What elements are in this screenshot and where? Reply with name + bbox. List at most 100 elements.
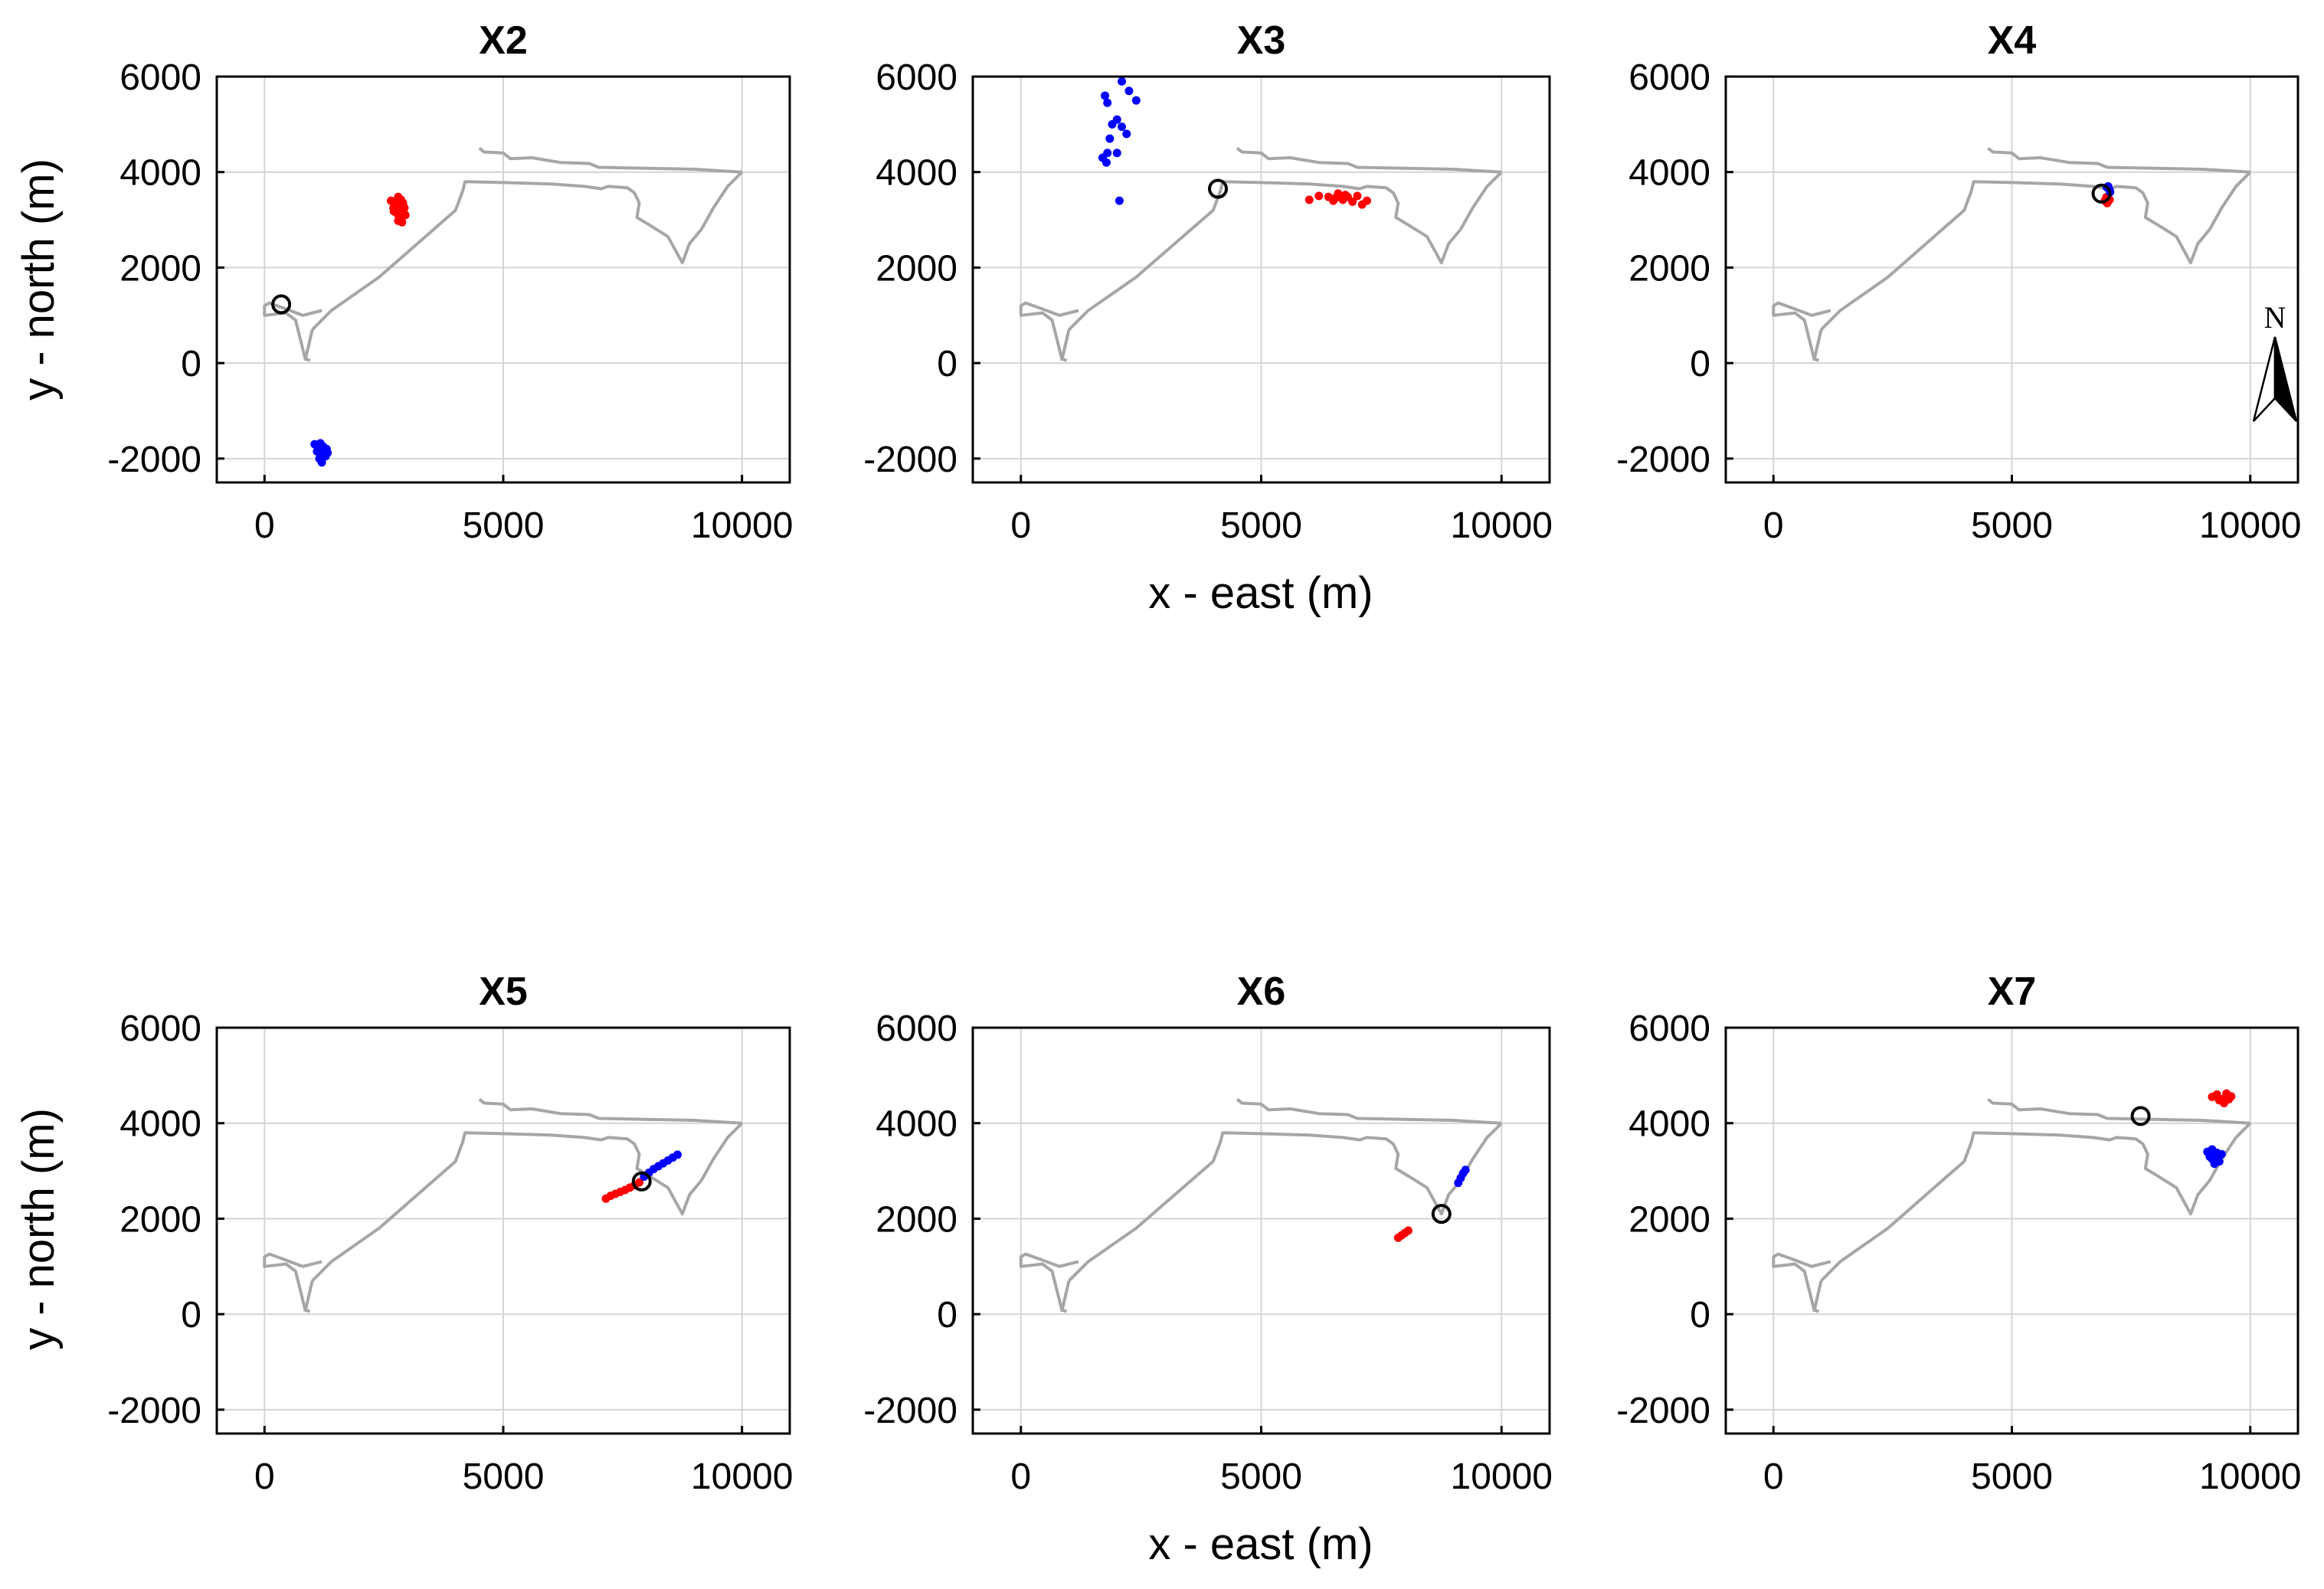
location-marker bbox=[2091, 183, 2112, 204]
coastline bbox=[1019, 301, 1079, 362]
coastline bbox=[1812, 329, 1823, 361]
x-tick-label: 5000 bbox=[1971, 505, 2053, 546]
data-point-red bbox=[1348, 197, 1357, 206]
data-point-red bbox=[1340, 191, 1350, 200]
coastline bbox=[478, 146, 742, 174]
data-point-red bbox=[1363, 196, 1372, 205]
location-marker bbox=[1208, 178, 1229, 199]
coastline bbox=[1236, 1097, 1502, 1125]
coastline bbox=[303, 1280, 314, 1313]
data-point-blue bbox=[1118, 122, 1127, 131]
x-tick-label: 10000 bbox=[2199, 505, 2301, 546]
coastline bbox=[1772, 1252, 1831, 1313]
panels: 0 5000 10000 -2000 0 2000 4000 6000 X2 0 5000 10000… bbox=[107, 18, 2301, 1497]
y-tick-label: 4000 bbox=[1628, 1104, 1710, 1145]
coastline bbox=[1068, 1122, 1503, 1282]
coastline-group bbox=[263, 1097, 744, 1313]
x-tick-label: 5000 bbox=[463, 505, 545, 546]
y-tick-label: -2000 bbox=[1616, 440, 1710, 480]
y-tick-label: 6000 bbox=[876, 57, 957, 98]
panel-x5: 0 5000 10000 -2000 0 2000 4000 6000 X5 bbox=[107, 969, 793, 1497]
north-arrow-icon: N bbox=[2252, 300, 2298, 422]
data-point-red bbox=[1353, 191, 1362, 201]
y-tick-label: 0 bbox=[937, 1295, 957, 1336]
data-point-red bbox=[1331, 193, 1340, 202]
panel-x3: 0 5000 10000 -2000 0 2000 4000 6000 X3 bbox=[863, 18, 1553, 546]
y-tick-label: 4000 bbox=[876, 1104, 957, 1145]
coastline bbox=[311, 171, 744, 331]
data-point-red bbox=[1404, 1226, 1413, 1235]
y-tick-label: 0 bbox=[181, 344, 201, 384]
data-point-blue bbox=[1115, 196, 1124, 205]
y-tick-label: 6000 bbox=[119, 57, 201, 98]
data-point-blue bbox=[2208, 1154, 2217, 1163]
coastline-group bbox=[1772, 146, 2252, 362]
data-point-red bbox=[394, 216, 403, 225]
north-label: N bbox=[2264, 300, 2286, 335]
panel-title: X6 bbox=[1237, 969, 1286, 1014]
y-tick-label: 2000 bbox=[119, 248, 201, 289]
data-point-blue bbox=[317, 458, 326, 467]
data-point-blue bbox=[1108, 119, 1117, 129]
location-marker bbox=[1431, 1204, 1452, 1224]
y-tick-label: 4000 bbox=[119, 1104, 201, 1145]
y-axis-label-top: y - north (m) bbox=[14, 159, 64, 401]
panel-x7: 0 5000 10000 -2000 0 2000 4000 6000 X7 bbox=[1616, 969, 2301, 1497]
y-axis-label-bottom: y - north (m) bbox=[14, 1108, 64, 1350]
data-point-red bbox=[389, 207, 398, 216]
data-point-blue bbox=[1112, 149, 1121, 158]
data-point-blue bbox=[673, 1150, 682, 1159]
coastline bbox=[311, 1122, 744, 1282]
coastline bbox=[1060, 1280, 1071, 1313]
x-tick-label: 5000 bbox=[1971, 1457, 2053, 1497]
y-tick-label: -2000 bbox=[107, 440, 201, 480]
y-tick-label: -2000 bbox=[863, 440, 957, 480]
y-tick-label: 2000 bbox=[119, 1199, 201, 1240]
data-point-red bbox=[1314, 191, 1324, 201]
coastline bbox=[1068, 171, 1503, 331]
data-point-red bbox=[401, 211, 410, 220]
y-tick-label: 4000 bbox=[119, 153, 201, 194]
data-point-blue bbox=[316, 439, 325, 448]
panel-title: X5 bbox=[479, 969, 528, 1014]
coastline bbox=[1820, 1122, 2252, 1282]
data-point-blue bbox=[313, 446, 322, 456]
coastline bbox=[303, 329, 314, 361]
y-tick-label: 6000 bbox=[1628, 1009, 1710, 1049]
data-point-blue bbox=[1122, 129, 1131, 139]
coastline bbox=[1812, 1280, 1823, 1313]
y-tick-label: -2000 bbox=[107, 1391, 201, 1431]
x-tick-label: 0 bbox=[254, 505, 275, 546]
x-tick-label: 5000 bbox=[463, 1457, 545, 1497]
data-point-red bbox=[1304, 195, 1314, 204]
data-point-blue bbox=[1118, 77, 1127, 86]
data-point-blue bbox=[1103, 149, 1112, 158]
coastline bbox=[263, 1252, 322, 1313]
y-tick-label: 6000 bbox=[119, 1009, 201, 1049]
coastline bbox=[1820, 171, 2252, 331]
panel-x6: 0 5000 10000 -2000 0 2000 4000 6000 X6 bbox=[863, 969, 1553, 1497]
data-point-blue bbox=[1101, 91, 1110, 100]
x-tick-label: 0 bbox=[1763, 505, 1784, 546]
y-tick-label: -2000 bbox=[863, 1391, 957, 1431]
location-marker bbox=[2130, 1106, 2151, 1126]
y-tick-label: 4000 bbox=[1628, 153, 1710, 194]
x-tick-label: 5000 bbox=[1220, 1457, 1302, 1497]
x-tick-label: 0 bbox=[1763, 1457, 1784, 1497]
data-point-red bbox=[2227, 1092, 2236, 1101]
y-tick-label: 0 bbox=[181, 1295, 201, 1336]
data-point-red bbox=[400, 203, 409, 212]
y-tick-label: 0 bbox=[937, 344, 957, 384]
coastline-group bbox=[1019, 77, 1503, 362]
data-point-blue bbox=[1124, 87, 1134, 96]
panel-title: X7 bbox=[1988, 969, 2037, 1014]
y-tick-label: 6000 bbox=[1628, 57, 1710, 98]
data-point-blue bbox=[2212, 1148, 2221, 1157]
location-marker bbox=[271, 294, 292, 315]
coastline-group bbox=[263, 146, 744, 467]
x-tick-label: 0 bbox=[254, 1457, 275, 1497]
y-tick-label: 2000 bbox=[1628, 248, 1710, 289]
x-axis-label-bottom: x - east (m) bbox=[1148, 1519, 1373, 1569]
panel-title: X2 bbox=[479, 18, 528, 63]
